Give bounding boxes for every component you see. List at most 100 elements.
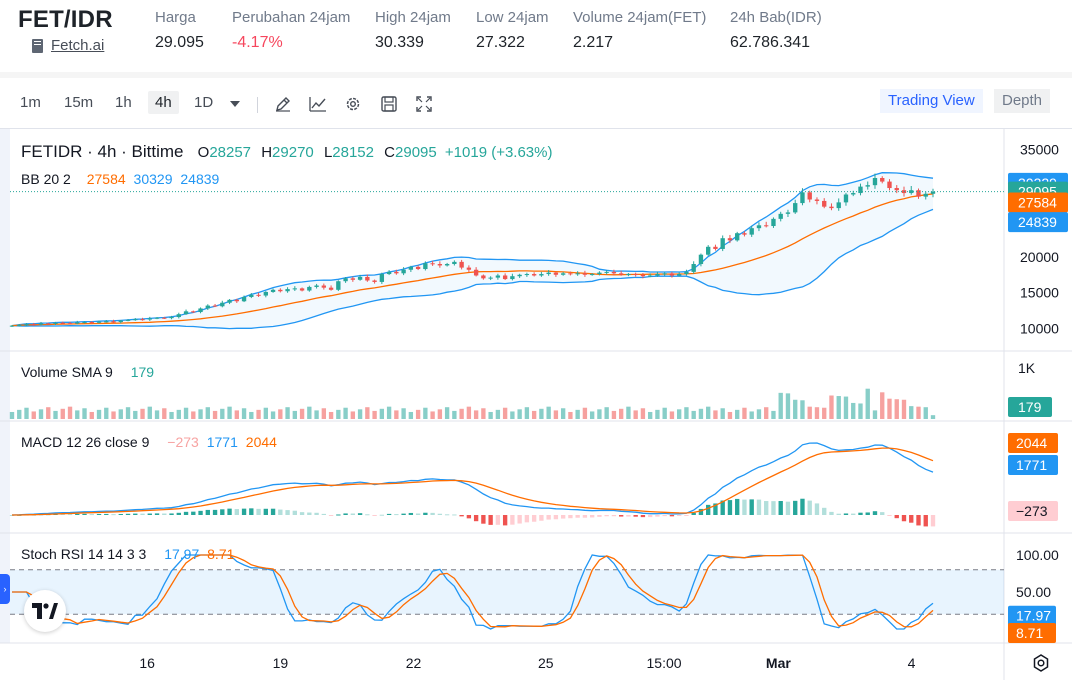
chevron-down-icon[interactable] xyxy=(228,97,242,111)
price-label-box xyxy=(1008,192,1068,213)
timeframe-1h[interactable]: 1h xyxy=(115,94,132,111)
candle-body xyxy=(495,275,501,278)
macd-histogram-bar xyxy=(727,500,733,515)
volume-bar xyxy=(923,407,928,419)
candle-body xyxy=(191,311,196,313)
stoch-label-d: 8.71 xyxy=(1016,625,1043,641)
volume-bar xyxy=(597,409,602,419)
volume-bar xyxy=(357,409,363,419)
line-chart-icon[interactable] xyxy=(309,95,327,113)
price-label-box xyxy=(1008,212,1068,233)
stat-volume: Volume 24jam(FET) 2.217 xyxy=(573,9,707,51)
candle-body xyxy=(510,276,515,280)
macd-histogram-bar xyxy=(560,515,566,519)
stat-turnover-value: 62.786.341 xyxy=(730,34,811,51)
pair-title: FET/IDR xyxy=(18,6,113,33)
candle-body xyxy=(785,212,791,214)
macd-histogram-bar xyxy=(901,515,907,522)
depth-tab[interactable]: Depth xyxy=(994,89,1051,113)
macd-histogram-bar xyxy=(336,514,341,516)
left-gutter xyxy=(0,129,10,643)
macd-histogram-bar xyxy=(285,510,290,515)
stat-turnover: 24h Bab(IDR) 62.786.341 xyxy=(730,9,822,51)
time-axis-label: 19 xyxy=(273,655,289,671)
timeframe-15m[interactable]: 15m xyxy=(64,94,94,111)
macd-histogram-bar xyxy=(357,513,363,515)
volume-bar xyxy=(488,411,493,419)
candle-body xyxy=(169,317,174,319)
candle-body xyxy=(691,264,696,272)
stoch-label-box xyxy=(1008,623,1056,643)
stat-price-value: 29.095 xyxy=(155,34,204,51)
macd-histogram-bar xyxy=(350,513,356,515)
volume-bar xyxy=(212,410,218,419)
bb-legend: BB 20 2 27584 30329 24839 xyxy=(21,171,220,187)
macd-histogram-bar xyxy=(894,515,899,519)
timeframe-4h[interactable]: 4h xyxy=(148,91,179,114)
gear-icon[interactable] xyxy=(344,95,362,113)
macd-histogram-bar xyxy=(793,500,798,515)
volume-bar xyxy=(133,410,138,419)
save-icon[interactable] xyxy=(380,95,398,113)
price-chart[interactable]: 3500030000250002000015000100003032929095… xyxy=(0,129,1072,680)
volume-bar xyxy=(793,399,798,419)
volume-bar xyxy=(372,410,377,419)
volume-bar xyxy=(749,411,754,419)
project-link[interactable]: Fetch.ai xyxy=(32,37,104,54)
macd-histogram-bar xyxy=(720,500,725,515)
volume-bar xyxy=(328,411,334,419)
symbol-name: FETIDR · 4h · Bittime xyxy=(21,142,184,161)
candle-body xyxy=(46,323,51,325)
price-axis-tick: 10000 xyxy=(1020,321,1059,337)
macd-histogram-bar xyxy=(234,509,239,515)
macd-histogram-bar xyxy=(147,513,152,515)
volume-bar xyxy=(843,396,849,419)
candle-body xyxy=(771,218,776,227)
volume-bar xyxy=(394,410,399,419)
candle-body xyxy=(800,192,805,204)
candle-body xyxy=(430,263,435,265)
macd-histogram-bar xyxy=(423,512,428,515)
volume-bar xyxy=(618,408,624,419)
candle-body xyxy=(814,199,820,201)
macd-histogram-bar xyxy=(162,513,167,515)
candle-body xyxy=(162,317,167,319)
macd-histogram-bar xyxy=(481,515,486,524)
macd-histogram-bar xyxy=(111,514,116,516)
timeframe-1D[interactable]: 1D xyxy=(194,94,214,111)
price-label-bb_basis: 27584 xyxy=(1018,194,1057,210)
ticker-header: FET/IDR Fetch.ai Harga 29.095 Perubahan … xyxy=(0,0,1072,72)
candle-body xyxy=(24,324,29,326)
tradingview-logo[interactable] xyxy=(24,590,66,632)
candle-body xyxy=(408,266,414,270)
volume-bar xyxy=(691,410,696,419)
pencil-icon[interactable] xyxy=(274,95,292,113)
candle-body xyxy=(568,273,573,275)
chart-settings-icon[interactable] xyxy=(1031,653,1051,673)
candle-body xyxy=(270,289,276,292)
stat-change: Perubahan 24jam -4.17% xyxy=(232,9,351,51)
volume-bar xyxy=(17,409,22,419)
volume-bar xyxy=(227,406,232,419)
candle-body xyxy=(234,299,239,302)
macd-histogram-bar xyxy=(176,512,181,515)
volume-bar xyxy=(365,407,370,419)
candle-body xyxy=(278,289,283,292)
macd-histogram-bar xyxy=(662,515,667,517)
candle-body xyxy=(930,191,936,194)
project-link-label[interactable]: Fetch.ai xyxy=(51,37,105,54)
volume-bar xyxy=(147,406,152,419)
volume-bar xyxy=(82,408,87,419)
trading-view-tab[interactable]: Trading View xyxy=(880,89,983,113)
chart-area[interactable]: 3500030000250002000015000100003032929095… xyxy=(0,128,1072,680)
macd-histogram-bar xyxy=(365,514,370,516)
fullscreen-icon[interactable] xyxy=(415,95,433,113)
expand-sidebar-tab[interactable]: › xyxy=(0,574,10,604)
volume-bar xyxy=(582,407,588,419)
volume-bar xyxy=(764,407,769,419)
macd-histogram-bar xyxy=(502,515,508,526)
ohlc-values: O28257 H29270 L28152 C29095 +1019 (+3.63… xyxy=(197,144,553,161)
macd-histogram-bar xyxy=(749,499,754,515)
macd-histogram-bar xyxy=(655,515,660,517)
timeframe-1m[interactable]: 1m xyxy=(20,94,41,111)
